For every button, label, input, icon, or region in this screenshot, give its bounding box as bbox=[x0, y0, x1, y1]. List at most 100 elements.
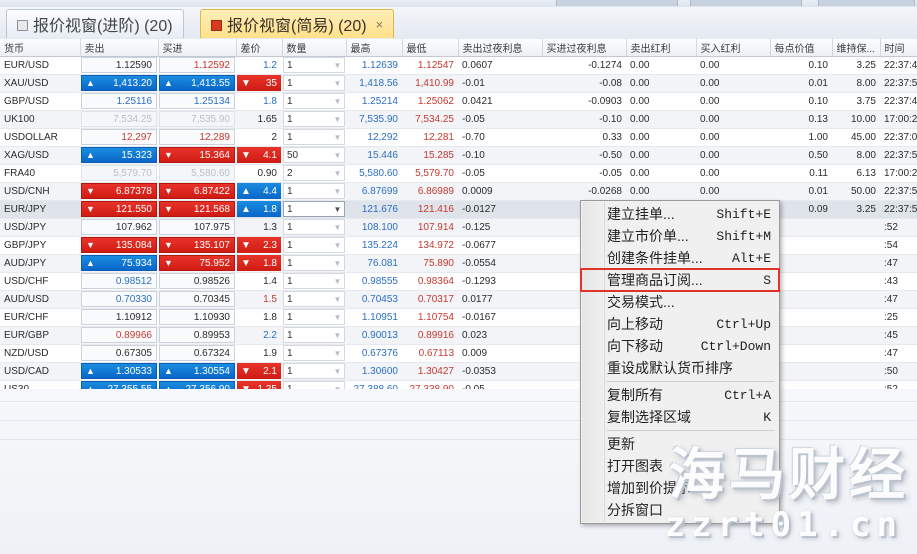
cell-quantity[interactable]: 1▼ bbox=[282, 74, 346, 93]
quantity-select[interactable]: 1▼ bbox=[283, 183, 345, 199]
cell-sell-price[interactable]: 107.962 bbox=[80, 218, 158, 237]
cell-buy-price[interactable]: 5,580.60 bbox=[158, 164, 236, 183]
quantity-select[interactable]: 1▼ bbox=[283, 327, 345, 343]
menu-item-13[interactable]: 增加到价提示 bbox=[581, 477, 779, 499]
cell-sell-price[interactable]: 0.98512 bbox=[80, 272, 158, 291]
cell-quantity[interactable]: 1▼ bbox=[282, 254, 346, 273]
cell-sell-price[interactable]: ▼ 6.87378 bbox=[80, 182, 158, 201]
quantity-select[interactable]: 1▼ bbox=[283, 237, 345, 253]
cell-quantity[interactable]: 50 ▼ bbox=[282, 146, 346, 165]
quantity-select[interactable]: 1▼ bbox=[283, 345, 345, 361]
quantity-select[interactable]: 1▼ bbox=[283, 57, 345, 73]
menu-item-1[interactable]: 建立挂单... Shift+E bbox=[581, 203, 779, 225]
menu-item-3[interactable]: 创建条件挂单... Alt+E bbox=[581, 247, 779, 269]
chevron-down-icon[interactable]: ▼ bbox=[333, 96, 342, 106]
cell-buy-price[interactable]: ▼ 6.87422 bbox=[158, 182, 236, 201]
chevron-down-icon[interactable]: ▼ bbox=[333, 150, 342, 160]
menu-item-4[interactable]: 管理商品订阅... S bbox=[580, 268, 780, 292]
menu-item-9[interactable]: 复制所有 Ctrl+A bbox=[581, 384, 779, 406]
cell-buy-price[interactable]: ▼ 135.107 bbox=[158, 236, 236, 255]
cell-sell-price[interactable]: 1.10912 bbox=[80, 308, 158, 327]
quantity-select[interactable]: 1▼ bbox=[283, 219, 345, 235]
cell-quantity[interactable]: 1▼ bbox=[282, 308, 346, 327]
quantity-select[interactable]: 50 ▼ bbox=[283, 147, 345, 163]
cell-sell-price[interactable]: 1.12590 bbox=[80, 56, 158, 75]
table-row[interactable]: USD/CNH ▼ 6.87378 ▼ 6.87422 ▲ 4.4 1 ▼ 6.87699 6.86… bbox=[0, 182, 917, 201]
close-icon[interactable]: × bbox=[375, 16, 384, 32]
menu-item-11[interactable]: 更新 bbox=[581, 433, 779, 455]
chevron-down-icon[interactable]: ▼ bbox=[333, 276, 342, 286]
quantity-select[interactable]: 1▼ bbox=[283, 309, 345, 325]
cell-buy-price[interactable]: 107.975 bbox=[158, 218, 236, 237]
cell-sell-price[interactable]: 7,534.25 bbox=[80, 110, 158, 129]
column-header-margin[interactable]: 维持保... bbox=[832, 39, 881, 57]
cell-quantity[interactable]: 2 ▼ bbox=[282, 164, 346, 183]
table-row[interactable]: EUR/CHF 1.10912 1.10930 1.8 1 ▼ 1.10951 1.10754… bbox=[0, 308, 917, 327]
column-header-spread[interactable]: 差价 bbox=[236, 39, 283, 57]
quantity-select[interactable]: 1▼ bbox=[283, 201, 345, 217]
tab-quote-advanced[interactable]: 报价视窗(进阶) (20) bbox=[6, 9, 184, 38]
chevron-down-icon[interactable]: ▼ bbox=[333, 222, 342, 232]
cell-buy-price[interactable]: 12,289 bbox=[158, 128, 236, 147]
cell-buy-price[interactable]: 0.89953 bbox=[158, 326, 236, 345]
menu-item-7[interactable]: 向下移动 Ctrl+Down bbox=[581, 335, 779, 357]
cell-quantity[interactable]: 1▼ bbox=[282, 92, 346, 111]
table-row[interactable]: XAG/USD ▲ 15.323 ▼ 15.364 ▼ 4.1 50 ▼ 15.446 15.285… bbox=[0, 146, 917, 165]
column-header-selldiv[interactable]: 卖出红利 bbox=[626, 39, 697, 57]
cell-quantity[interactable]: 1▼ bbox=[282, 236, 346, 255]
cell-sell-price[interactable]: ▲ 15.323 bbox=[80, 146, 158, 165]
chevron-down-icon[interactable]: ▼ bbox=[333, 348, 342, 358]
table-row[interactable]: XAU/USD ▲ 1,413.20 ▲ 1,413.55 ▼ 35 1 ▼ 1,418.56 1,… bbox=[0, 74, 917, 93]
menu-item-14[interactable]: 分拆窗口 bbox=[581, 499, 779, 521]
cell-sell-price[interactable]: ▼ 135.084 bbox=[80, 236, 158, 255]
chevron-down-icon[interactable]: ▼ bbox=[333, 258, 342, 268]
cell-sell-price[interactable]: ▼ 121.550 bbox=[80, 200, 158, 219]
table-row[interactable]: UK100 7,534.25 7,535.90 1.65 1 ▼ 7,535.90 7,534… bbox=[0, 110, 917, 129]
table-row[interactable]: GBP/USD 1.25116 1.25134 1.8 1 ▼ 1.25214 1.25062… bbox=[0, 92, 917, 111]
cell-buy-price[interactable]: 1.12592 bbox=[158, 56, 236, 75]
column-header-time[interactable]: 时间 bbox=[880, 39, 917, 57]
menu-item-8[interactable]: 重设成默认货币排序 bbox=[581, 357, 779, 379]
column-header-buydiv[interactable]: 买入红利 bbox=[696, 39, 771, 57]
chevron-down-icon[interactable]: ▼ bbox=[333, 78, 342, 88]
quantity-select[interactable]: 1▼ bbox=[283, 255, 345, 271]
chevron-down-icon[interactable]: ▼ bbox=[333, 186, 342, 196]
cell-sell-price[interactable]: ▲ 1,413.20 bbox=[80, 74, 158, 93]
cell-sell-price[interactable]: 0.67305 bbox=[80, 344, 158, 363]
cell-sell-price[interactable]: 0.70330 bbox=[80, 290, 158, 309]
column-header-sym[interactable]: 货币 bbox=[0, 39, 81, 57]
table-row[interactable]: EUR/USD 1.12590 1.12592 1.2 1 ▼ 1.12639 1.12547… bbox=[0, 56, 917, 75]
cell-buy-price[interactable]: ▼ 15.364 bbox=[158, 146, 236, 165]
cell-buy-price[interactable]: 1.10930 bbox=[158, 308, 236, 327]
cell-quantity[interactable]: 1▼ bbox=[282, 56, 346, 75]
column-header-sellroll[interactable]: 卖出过夜利息 bbox=[458, 39, 543, 57]
quantity-select[interactable]: 1▼ bbox=[283, 93, 345, 109]
cell-buy-price[interactable]: ▼ 121.568 bbox=[158, 200, 236, 219]
chevron-down-icon[interactable]: ▼ bbox=[333, 204, 342, 214]
quantity-select[interactable]: 1▼ bbox=[283, 75, 345, 91]
cell-quantity[interactable]: 1▼ bbox=[282, 182, 346, 201]
cell-quantity[interactable]: 1▼ bbox=[282, 272, 346, 291]
column-header-buy[interactable]: 买进 bbox=[158, 39, 237, 57]
column-header-pip[interactable]: 每点价值 bbox=[770, 39, 833, 57]
table-row[interactable]: FRA40 5,579.70 5,580.60 0.90 2 ▼ 5,580.60 5,579… bbox=[0, 164, 917, 183]
chevron-down-icon[interactable]: ▼ bbox=[333, 60, 342, 70]
quantity-select[interactable]: 1▼ bbox=[283, 291, 345, 307]
menu-item-6[interactable]: 向上移动 Ctrl+Up bbox=[581, 313, 779, 335]
column-header-sell[interactable]: 卖出 bbox=[80, 39, 159, 57]
quantity-select[interactable]: 2 ▼ bbox=[283, 165, 345, 181]
cell-buy-price[interactable]: ▲ 1.30554 bbox=[158, 362, 236, 381]
column-header-low[interactable]: 最低 bbox=[402, 39, 459, 57]
cell-quantity[interactable]: 1▼ bbox=[282, 362, 346, 381]
cell-buy-price[interactable]: 0.70345 bbox=[158, 290, 236, 309]
column-header-buyroll[interactable]: 买进过夜利息 bbox=[542, 39, 627, 57]
cell-quantity[interactable]: 1▼ bbox=[282, 110, 346, 129]
context-menu[interactable]: 建立挂单... Shift+E 建立市价单... Shift+M 创建条件挂单... Al… bbox=[580, 200, 780, 524]
cell-quantity[interactable]: 1▼ bbox=[282, 200, 346, 219]
menu-item-2[interactable]: 建立市价单... Shift+M bbox=[581, 225, 779, 247]
tab-quote-simple[interactable]: 报价视窗(简易) (20) × bbox=[200, 9, 395, 38]
quantity-select[interactable]: 1▼ bbox=[283, 129, 345, 145]
chevron-down-icon[interactable]: ▼ bbox=[333, 168, 342, 178]
menu-item-5[interactable]: 交易模式... bbox=[581, 291, 779, 313]
cell-buy-price[interactable]: 0.67324 bbox=[158, 344, 236, 363]
